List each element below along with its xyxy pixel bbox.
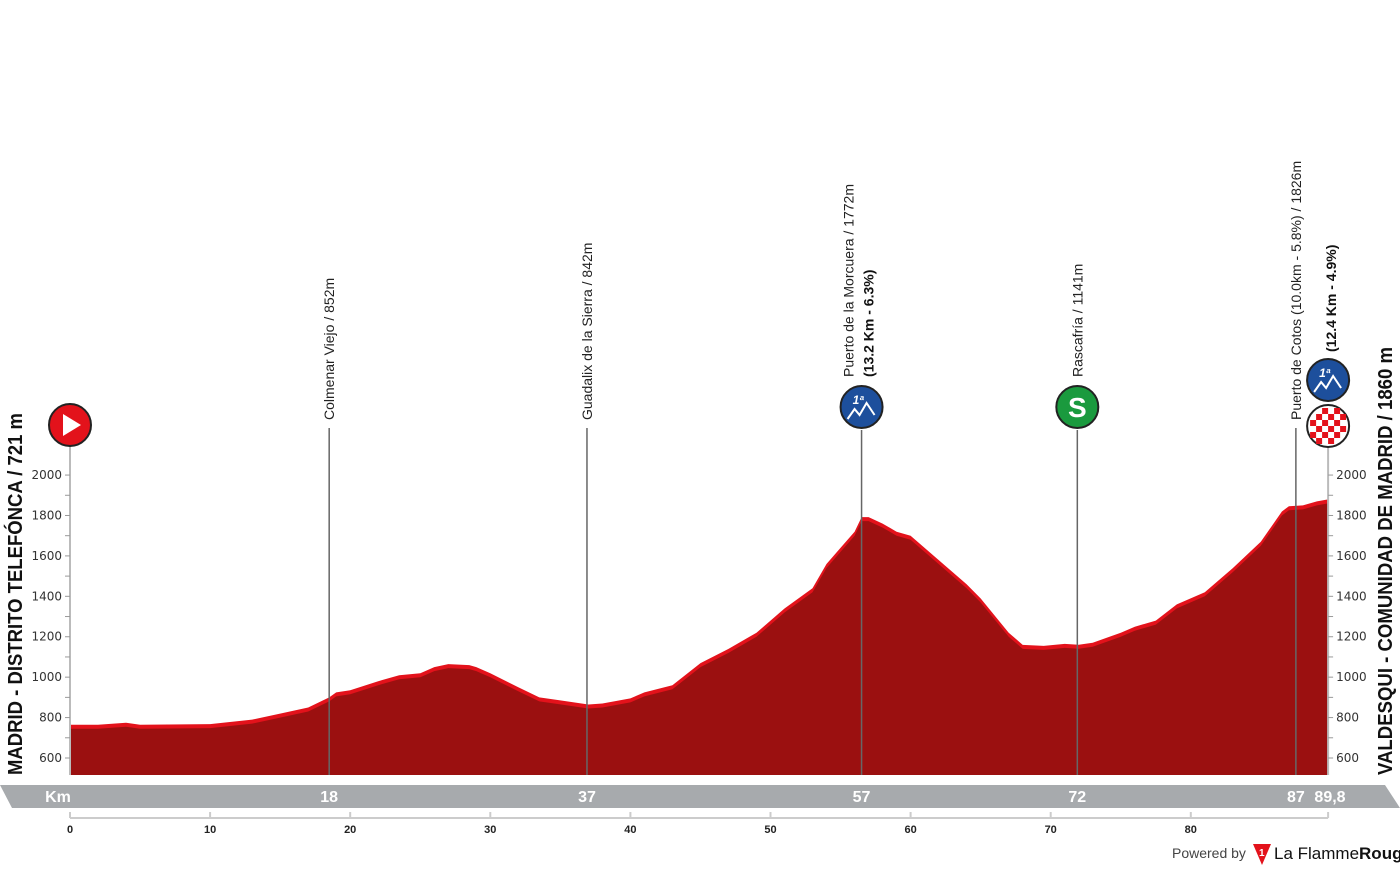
x-tick-label: 30 xyxy=(484,824,496,836)
marker-km-label: 18 xyxy=(320,789,338,806)
marker-climb-detail: (13.2 Km - 6.3%) xyxy=(861,270,877,377)
checker-square xyxy=(1334,432,1341,438)
y-tick-label: 1600 xyxy=(31,549,62,563)
checker-square xyxy=(1322,420,1329,426)
checker-square xyxy=(1340,414,1347,420)
y-tick-label: 1200 xyxy=(1336,630,1367,644)
km-band-label: Km xyxy=(45,789,71,806)
sprint-icon xyxy=(1055,385,1100,429)
y-tick-label: 1400 xyxy=(1336,589,1367,603)
y-tick-label: 1800 xyxy=(31,508,62,522)
brand-logo-icon xyxy=(1253,844,1271,865)
marker-km-label: 57 xyxy=(853,789,871,806)
checker-square xyxy=(1316,426,1323,432)
marker-label: Guadalix de la Sierra / 842m xyxy=(579,243,595,420)
mountain-glyph xyxy=(846,401,876,420)
checker-square xyxy=(1328,438,1335,444)
marker-label: Puerto de Cotos (10.0km - 5.8%) / 1826m xyxy=(1288,161,1304,420)
powered-by-text: Powered by xyxy=(1172,845,1246,861)
checker-square xyxy=(1322,432,1329,438)
brand-name: La FlammeRouge xyxy=(1274,844,1400,863)
checker-square xyxy=(1310,432,1317,438)
marker-km-label: 37 xyxy=(578,789,596,806)
km-band xyxy=(0,785,1400,808)
y-tick-label: 2000 xyxy=(31,468,62,482)
marker-label: Rascafría / 1141m xyxy=(1069,264,1085,377)
marker-km-label: 72 xyxy=(1068,789,1086,806)
x-tick-label: 60 xyxy=(904,824,916,836)
y-tick-label: 2000 xyxy=(1336,468,1367,482)
checker-square xyxy=(1334,408,1341,414)
x-tick-label: 70 xyxy=(1045,824,1057,836)
mountain-glyph xyxy=(1313,374,1342,393)
start-play-glyph xyxy=(63,414,81,436)
checker-square xyxy=(1328,414,1335,420)
kom-1st-category-icon xyxy=(839,385,884,429)
sprint-icon-glyph: S xyxy=(1068,392,1087,423)
y-tick-label: 800 xyxy=(39,711,62,725)
profile-area xyxy=(70,503,1329,775)
footer-branding: Powered by 1 La FlammeRouge xyxy=(1172,844,1400,865)
y-tick-label: 1000 xyxy=(31,670,62,684)
checker-square xyxy=(1334,420,1341,426)
checker-square xyxy=(1316,438,1323,444)
y-tick-label: 1000 xyxy=(1336,670,1367,684)
checker-square xyxy=(1328,426,1335,432)
y-tick-label: 800 xyxy=(1336,711,1359,725)
kom-1st-category-icon xyxy=(1306,358,1351,402)
checker-square xyxy=(1316,414,1323,420)
checker-square xyxy=(1310,420,1317,426)
marker-label: Colmenar Viejo / 852m xyxy=(321,278,337,420)
kom-category-text: 1ª xyxy=(1319,366,1331,380)
start-label: MADRID - DISTRITO TELEFÓNCA / 721 m xyxy=(3,413,27,775)
finish-climb-detail: (12.4 Km - 4.9%) xyxy=(1323,245,1339,352)
checker-square xyxy=(1340,426,1347,432)
x-tick-label: 50 xyxy=(764,824,776,836)
y-tick-label: 1200 xyxy=(31,630,62,644)
y-tick-label: 600 xyxy=(39,751,62,765)
finish-km-label: 89,8 xyxy=(1314,789,1345,806)
x-tick-label: 40 xyxy=(624,824,636,836)
finish-label: VALDESQUI - COMUNIDAD DE MADRID / 1860 m xyxy=(1375,347,1397,775)
kom-category-text: 1ª xyxy=(853,393,865,407)
y-tick-label: 1600 xyxy=(1336,549,1367,563)
y-tick-label: 1800 xyxy=(1336,508,1367,522)
marker-label: Puerto de la Morcuera / 1772m xyxy=(841,184,857,377)
marker-km-label: 87 xyxy=(1287,789,1305,806)
x-tick-label: 20 xyxy=(344,824,356,836)
y-tick-label: 600 xyxy=(1336,751,1359,765)
brand-logo-mark: 1 xyxy=(1259,848,1265,859)
x-tick-label: 0 xyxy=(67,824,73,836)
x-tick-label: 10 xyxy=(204,824,216,836)
y-tick-label: 1400 xyxy=(31,589,62,603)
checker-square xyxy=(1322,408,1329,414)
x-tick-label: 80 xyxy=(1185,824,1197,836)
